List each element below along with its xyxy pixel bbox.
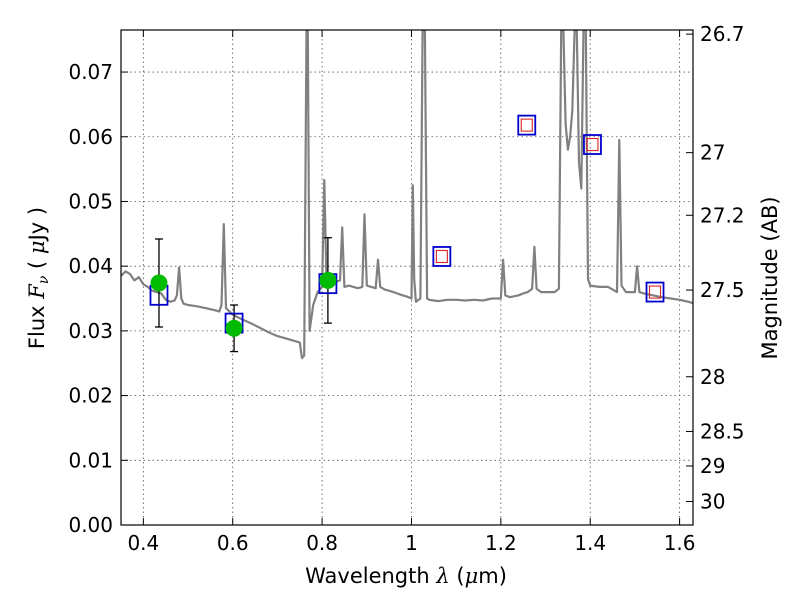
y-tick-label: 0.05 (68, 189, 113, 213)
x-tick-label: 1.4 (574, 531, 606, 555)
x-tick-label: 1.6 (664, 531, 696, 555)
spectrum-layer (121, 30, 693, 360)
y-tick-label: 0.02 (68, 384, 113, 408)
magnitude-tick-label: 30 (700, 490, 725, 514)
model-photometry-square (432, 246, 452, 267)
y-tick-label: 0.06 (68, 125, 113, 149)
observed-point (150, 274, 168, 292)
observed-photometry-layer (150, 271, 337, 337)
magnitude-tick-label: 29 (700, 454, 725, 478)
x-tick-label: 0.8 (306, 531, 338, 555)
x-tick-label: 0.6 (217, 531, 249, 555)
magnitude-tick-label: 28.5 (700, 419, 745, 443)
y-axis-ticks: 0.00 0.01 0.02 0.03 0.04 0.05 0.06 0.07 (68, 60, 128, 537)
magnitude-tick-label: 27.2 (700, 203, 745, 227)
x-tick-label: 0.4 (127, 531, 159, 555)
magnitude-axis-label: Magnitude (AB) (758, 196, 782, 359)
spectrum-line (121, 30, 693, 360)
model-photometry-square (583, 134, 602, 155)
magnitude-axis-ticks: 26.7 27 27.2 27.5 28 28.5 29 30 (686, 22, 745, 514)
x-tick-label: 1 (405, 531, 418, 555)
y-tick-label: 0.00 (68, 513, 113, 537)
model-photometry-layer (149, 114, 665, 334)
y-tick-label: 0.03 (68, 319, 113, 343)
x-axis-ticks: 0.4 0.6 0.8 1 1.2 1.4 1.6 (127, 30, 696, 555)
x-tick-label: 1.2 (485, 531, 517, 555)
magnitude-tick-label: 26.7 (700, 22, 745, 46)
model-photometry-inner-square (520, 118, 533, 132)
y-tick-label: 0.07 (68, 60, 113, 84)
model-photometry-square (517, 114, 537, 136)
y-tick-label: 0.04 (68, 254, 113, 278)
model-photometry-square (645, 281, 665, 303)
magnitude-tick-label: 27 (700, 141, 725, 165)
observed-point (319, 271, 337, 289)
y-axis-label: Flux Fν ( μJy ) (25, 207, 52, 349)
x-axis-label: Wavelength λ (μm) (305, 564, 507, 588)
model-photometry-inner-square (586, 137, 599, 152)
model-photometry-inner-square (435, 249, 448, 264)
plot-frame (120, 29, 694, 526)
magnitude-tick-label: 27.5 (700, 278, 745, 302)
y-tick-label: 0.01 (68, 448, 113, 472)
magnitude-tick-label: 28 (700, 365, 725, 389)
observed-point (225, 319, 243, 337)
grid-lines (121, 30, 693, 526)
model-photometry-inner-square (648, 285, 662, 299)
